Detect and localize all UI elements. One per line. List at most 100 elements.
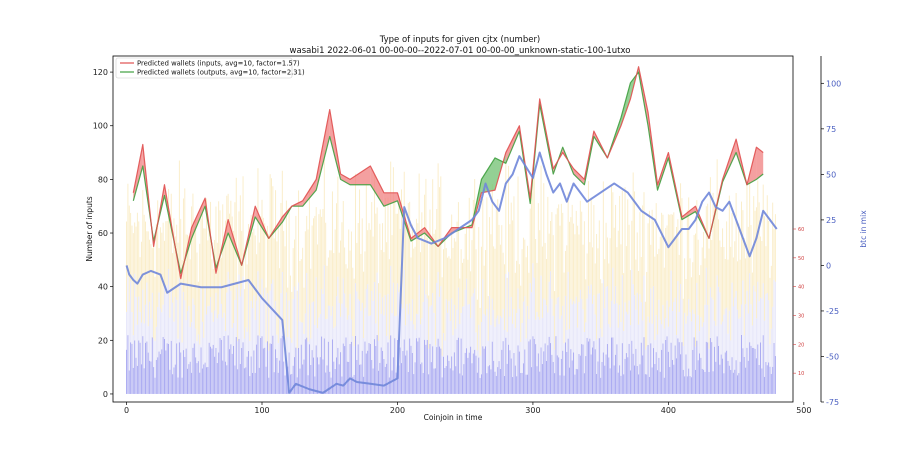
bar-segment xyxy=(349,343,351,394)
bar-segment xyxy=(247,351,249,394)
bar-segment xyxy=(760,297,761,343)
bar-segment xyxy=(597,248,599,294)
bar-segment xyxy=(587,181,589,286)
bar-segment xyxy=(460,338,462,394)
bar-segment xyxy=(460,312,462,339)
bar-segment xyxy=(139,311,141,343)
bar-segment xyxy=(631,340,633,394)
bar-segment xyxy=(413,248,415,325)
bar-segment xyxy=(254,372,256,394)
bar-segment xyxy=(498,224,500,324)
bar-segment xyxy=(467,304,469,358)
bar-segment xyxy=(769,366,771,394)
bar-segment xyxy=(769,277,771,345)
bar-segment xyxy=(336,296,337,358)
bar-segment xyxy=(218,352,220,394)
x-tick-label: 400 xyxy=(661,406,676,415)
bar-segment xyxy=(421,362,423,394)
bar-segment xyxy=(598,293,600,339)
bar-segment xyxy=(753,347,755,394)
bar-segment xyxy=(499,244,501,317)
bar-segment xyxy=(707,342,709,394)
bar-segment xyxy=(452,370,454,394)
bar-segment xyxy=(578,234,580,303)
bar-segment xyxy=(425,294,427,345)
bar-segment xyxy=(422,301,424,373)
bar-segment xyxy=(166,285,168,344)
bar-segment xyxy=(522,237,524,302)
bar-segment xyxy=(398,365,400,394)
bar-segment xyxy=(518,351,520,394)
bar-segment xyxy=(314,376,316,394)
bar-segment xyxy=(387,342,389,394)
legend-label-inputs: Predicted wallets (inputs, avg=10, facto… xyxy=(137,60,300,68)
bar-segment xyxy=(371,290,373,361)
bar-segment xyxy=(563,343,565,376)
bar-segment xyxy=(126,311,128,350)
bar-segment xyxy=(699,353,701,394)
bar-segment xyxy=(722,358,724,394)
bar-segment xyxy=(732,306,734,373)
bar-segment xyxy=(722,321,724,359)
bar-segment xyxy=(619,195,621,305)
bar-segment xyxy=(720,354,722,394)
bar-segment xyxy=(326,365,328,394)
bar-segment xyxy=(574,303,576,375)
bar-segment xyxy=(373,339,375,394)
bar-segment xyxy=(245,367,247,394)
bar-segment xyxy=(180,352,182,394)
bar-segment xyxy=(560,203,562,316)
bar-segment xyxy=(138,340,140,394)
bar-segment xyxy=(467,357,469,394)
bar-segment xyxy=(581,298,583,345)
bar-segment xyxy=(654,256,656,341)
bar-segment xyxy=(475,249,477,333)
bar-segment xyxy=(271,178,272,284)
bar-segment xyxy=(527,305,528,375)
bar-segment xyxy=(146,231,148,283)
bar-segment xyxy=(642,320,644,356)
bar-segment xyxy=(634,365,635,394)
bar-segment xyxy=(407,314,409,373)
bar-segment xyxy=(513,308,515,353)
bar-segment xyxy=(657,254,659,335)
bar-segment xyxy=(302,322,304,365)
bar-segment xyxy=(571,360,573,394)
bar-segment xyxy=(715,361,717,394)
bar-segment xyxy=(531,190,533,293)
bar-segment xyxy=(567,192,569,272)
bar-segment xyxy=(566,351,568,394)
bar-segment xyxy=(212,269,214,322)
bar-segment xyxy=(690,377,692,394)
bar-segment xyxy=(745,304,747,368)
bar-segment xyxy=(774,281,776,357)
bar-segment xyxy=(605,354,607,394)
bar-segment xyxy=(616,303,618,345)
bar-segment xyxy=(739,361,741,394)
bar-segment xyxy=(338,364,340,394)
bar-segment xyxy=(172,302,174,375)
bar-segment xyxy=(192,298,194,348)
bar-segment xyxy=(340,240,342,317)
bar-segment xyxy=(731,357,733,394)
bar-segment xyxy=(284,375,286,394)
bar-segment xyxy=(135,296,137,358)
bar-segment xyxy=(367,284,369,351)
bar-segment xyxy=(172,253,174,303)
bar-segment xyxy=(624,187,626,303)
bar-segment xyxy=(485,250,486,316)
bar-segment xyxy=(585,322,587,357)
bar-segment xyxy=(602,279,604,353)
bar-segment xyxy=(231,327,233,354)
bar-segment xyxy=(482,198,484,280)
bar-segment xyxy=(532,263,534,337)
bar-segment xyxy=(586,253,588,299)
bar-segment xyxy=(205,367,207,394)
bar-segment xyxy=(298,190,300,283)
bar-segment xyxy=(266,341,268,394)
bar-segment xyxy=(550,343,552,394)
bar-segment xyxy=(262,298,264,349)
wallet-difference-band xyxy=(191,198,206,239)
bar-segment xyxy=(210,346,212,394)
bar-segment xyxy=(208,305,210,343)
